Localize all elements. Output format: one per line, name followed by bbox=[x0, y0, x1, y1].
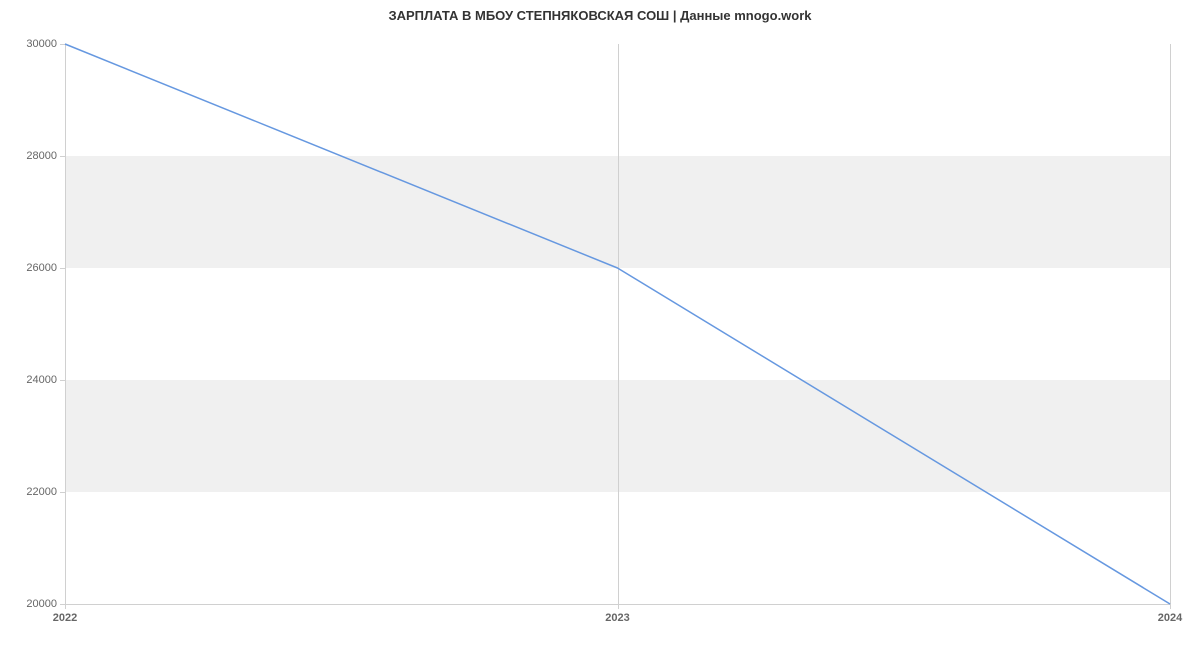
series-layer bbox=[65, 44, 1170, 604]
x-tick-label: 2023 bbox=[605, 604, 629, 624]
x-grid-line bbox=[1170, 44, 1171, 604]
y-tick-label: 24000 bbox=[26, 374, 65, 386]
x-tick-label: 2024 bbox=[1158, 604, 1182, 624]
series-line-salary bbox=[65, 44, 1170, 604]
y-tick-label: 22000 bbox=[26, 486, 65, 498]
y-tick-label: 30000 bbox=[26, 38, 65, 50]
y-tick-label: 28000 bbox=[26, 150, 65, 162]
x-tick-label: 2022 bbox=[53, 604, 77, 624]
plot-area: 2000022000240002600028000300002022202320… bbox=[65, 44, 1170, 604]
y-tick-label: 26000 bbox=[26, 262, 65, 274]
chart-title: ЗАРПЛАТА В МБОУ СТЕПНЯКОВСКАЯ СОШ | Данн… bbox=[0, 8, 1200, 23]
salary-line-chart: ЗАРПЛАТА В МБОУ СТЕПНЯКОВСКАЯ СОШ | Данн… bbox=[0, 0, 1200, 650]
